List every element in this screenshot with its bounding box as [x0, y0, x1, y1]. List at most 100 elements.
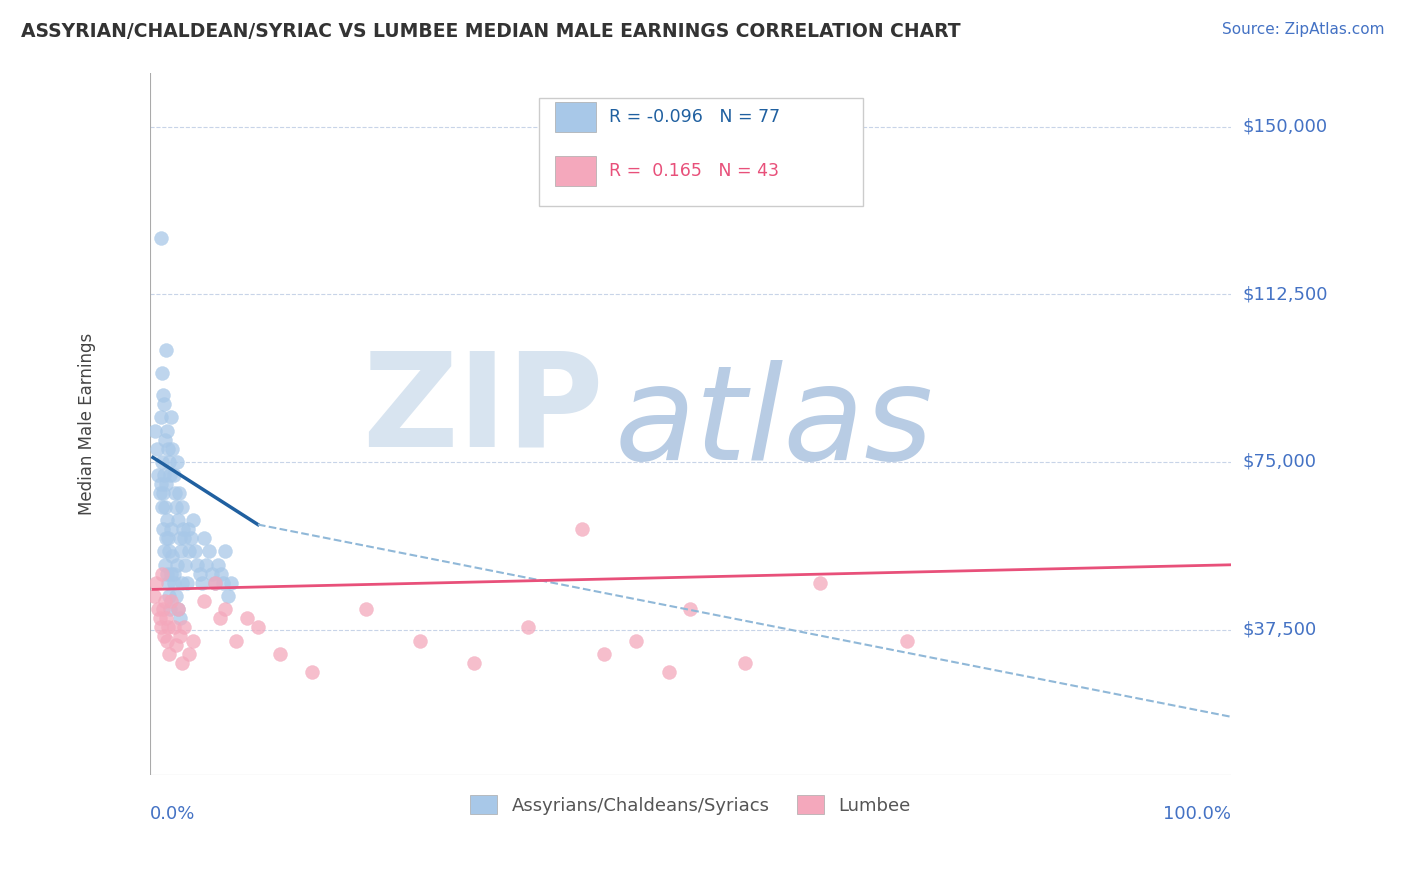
Point — [188, 566, 211, 581]
Point — [626, 633, 648, 648]
Point — [162, 468, 184, 483]
Point — [204, 575, 226, 590]
Point — [157, 647, 180, 661]
Point — [463, 656, 485, 670]
Point — [149, 477, 172, 491]
Point — [896, 633, 918, 648]
Point — [593, 647, 616, 661]
Point — [167, 602, 190, 616]
Point — [155, 611, 177, 625]
Point — [174, 558, 197, 572]
Point — [236, 611, 259, 625]
Point — [148, 602, 170, 616]
Point — [167, 513, 190, 527]
Point — [354, 602, 377, 616]
Point — [153, 593, 176, 607]
Point — [201, 566, 224, 581]
Bar — [555, 102, 596, 131]
Point — [157, 442, 180, 456]
Point — [152, 486, 174, 500]
Point — [157, 620, 180, 634]
Point — [177, 544, 200, 558]
Point — [157, 455, 180, 469]
Point — [658, 665, 681, 679]
Point — [169, 611, 191, 625]
Point — [808, 575, 831, 590]
Point — [157, 575, 180, 590]
Point — [160, 522, 183, 536]
Point — [150, 366, 173, 380]
Point — [219, 575, 242, 590]
Point — [149, 620, 172, 634]
Point — [143, 424, 166, 438]
Point — [148, 611, 170, 625]
Text: $37,500: $37,500 — [1243, 621, 1316, 639]
Point — [162, 442, 184, 456]
Point — [159, 468, 181, 483]
Point — [181, 633, 204, 648]
Point — [148, 486, 170, 500]
Text: Source: ZipAtlas.com: Source: ZipAtlas.com — [1222, 22, 1385, 37]
Point — [214, 544, 236, 558]
Point — [214, 602, 236, 616]
Point — [571, 522, 593, 536]
Point — [163, 486, 186, 500]
Point — [301, 665, 323, 679]
Point — [143, 589, 166, 603]
Point — [160, 566, 183, 581]
Point — [152, 522, 174, 536]
Point — [155, 531, 177, 545]
Point — [269, 647, 291, 661]
Point — [165, 589, 187, 603]
Point — [159, 602, 181, 616]
Point — [409, 633, 432, 648]
Point — [167, 486, 190, 500]
Text: R =  0.165   N = 43: R = 0.165 N = 43 — [609, 162, 779, 180]
Point — [181, 513, 204, 527]
Text: ASSYRIAN/CHALDEAN/SYRIAC VS LUMBEE MEDIAN MALE EARNINGS CORRELATION CHART: ASSYRIAN/CHALDEAN/SYRIAC VS LUMBEE MEDIA… — [21, 22, 960, 41]
Point — [160, 410, 183, 425]
Point — [146, 442, 169, 456]
Point — [734, 656, 756, 670]
Point — [246, 620, 269, 634]
Point — [160, 593, 183, 607]
Text: ZIP: ZIP — [363, 346, 605, 474]
Point — [207, 558, 229, 572]
Point — [169, 629, 191, 643]
Point — [162, 575, 184, 590]
Point — [169, 531, 191, 545]
Point — [209, 566, 232, 581]
Point — [149, 231, 172, 245]
Point — [162, 566, 184, 581]
Point — [186, 558, 208, 572]
Point — [165, 500, 187, 514]
Point — [193, 531, 215, 545]
Point — [184, 544, 207, 558]
Point — [180, 531, 202, 545]
Point — [172, 656, 194, 670]
Point — [165, 638, 187, 652]
Legend: Assyrians/Chaldeans/Syriacs, Lumbee: Assyrians/Chaldeans/Syriacs, Lumbee — [463, 789, 918, 822]
Point — [204, 575, 226, 590]
Bar — [555, 156, 596, 186]
Point — [153, 433, 176, 447]
Point — [193, 593, 215, 607]
Point — [209, 611, 232, 625]
Point — [177, 647, 200, 661]
Text: 100.0%: 100.0% — [1163, 805, 1232, 823]
Point — [156, 424, 179, 438]
Point — [173, 531, 195, 545]
Point — [155, 343, 177, 358]
Text: atlas: atlas — [614, 360, 934, 487]
Point — [176, 522, 198, 536]
Point — [153, 500, 176, 514]
Point — [166, 558, 188, 572]
Point — [176, 575, 198, 590]
Point — [153, 629, 176, 643]
Point — [155, 477, 177, 491]
Point — [172, 500, 194, 514]
Point — [679, 602, 702, 616]
Point — [153, 544, 176, 558]
Point — [162, 620, 184, 634]
Point — [517, 620, 540, 634]
